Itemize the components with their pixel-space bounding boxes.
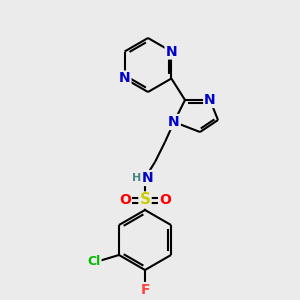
Text: N: N	[119, 71, 130, 85]
Text: N: N	[204, 93, 216, 107]
Text: Cl: Cl	[87, 255, 101, 268]
Text: H: H	[132, 173, 142, 183]
Text: N: N	[142, 171, 154, 185]
Text: O: O	[119, 193, 131, 207]
Text: N: N	[168, 115, 180, 129]
Text: F: F	[140, 283, 150, 297]
Text: S: S	[140, 193, 151, 208]
Text: O: O	[159, 193, 171, 207]
Text: N: N	[166, 44, 177, 58]
